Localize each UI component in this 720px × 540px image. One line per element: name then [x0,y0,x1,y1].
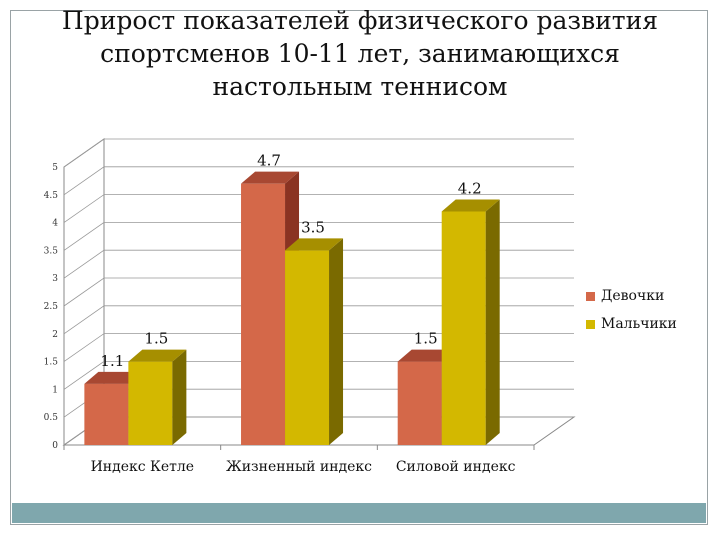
gridline [63,305,574,335]
legend: Девочки Мальчики [586,282,677,338]
gridline [63,166,574,196]
bar-top-girls [397,349,456,362]
bar-girls [241,183,286,445]
legend-swatch-girls [586,291,595,301]
y-tick-label: 0.5 [44,413,59,423]
bar-girls [84,383,129,445]
gridline [63,194,574,223]
bar-top-girls [241,171,300,184]
y-tick-label: 0 [52,441,58,451]
bar-side-boys [485,199,500,445]
legend-item-boys: Мальчики [586,310,677,338]
bar-top-boys [128,349,187,362]
y-tick-label: 4.5 [44,191,59,201]
y-tick-label: 1.5 [44,358,59,368]
x-category-label: Силовой индекс [396,459,516,475]
legend-item-girls: Девочки [586,282,677,310]
bar-side-boys [172,349,187,445]
y-tick-label: 3 [52,274,58,284]
y-tick-label: 4 [52,219,58,229]
gridline [63,249,574,279]
bar-top-boys [441,199,500,212]
chart-title: Прирост показателей физического развития… [61,6,659,101]
bar-boys [285,250,330,445]
y-tick-label: 2 [52,330,58,340]
bar-top-boys [285,238,344,251]
bar-boys [128,361,173,445]
slide-frame [10,10,708,525]
data-label: 3.5 [301,218,325,236]
gridline [63,222,574,251]
y-tick-label: 5 [52,163,58,173]
legend-label-boys: Мальчики [601,316,677,332]
legend-label-girls: Девочки [601,288,665,304]
y-tick-label: 2.5 [44,302,59,312]
footer-bar [12,503,706,523]
y-tick-label: 3.5 [44,246,59,256]
x-category-label: Индекс Кетле [91,459,195,475]
data-label: 1.1 [100,352,124,370]
bar-girls [397,361,442,445]
data-label: 1.5 [144,330,168,348]
data-label: 4.2 [458,179,482,197]
data-label: 4.7 [257,152,281,170]
bar-side-boys [329,238,344,445]
gridline [63,138,574,168]
y-tick-label: 1 [52,385,58,395]
gridline [63,277,574,307]
bar-boys [441,211,486,445]
data-label: 1.5 [414,330,438,348]
bar-top-girls [84,371,143,384]
x-category-label: Жизненный индекс [226,459,372,475]
legend-swatch-boys [586,319,595,329]
gridline [63,333,574,362]
